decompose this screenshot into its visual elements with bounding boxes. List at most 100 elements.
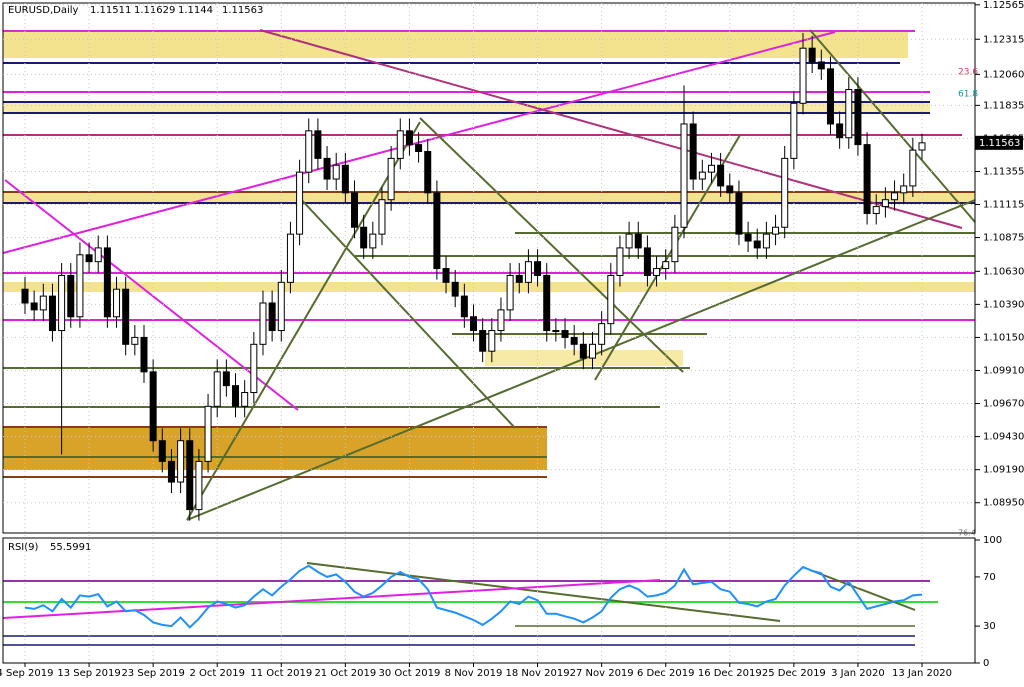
- x-tick-label: 2 Oct 2019: [189, 668, 244, 679]
- candle-body: [826, 68, 834, 125]
- candle-body: [634, 233, 642, 249]
- candle-body: [625, 233, 633, 249]
- candle-body: [744, 233, 752, 242]
- symbol: EURUSD,Daily: [8, 5, 79, 16]
- candle-body: [579, 343, 587, 359]
- candle-body: [588, 343, 596, 359]
- candle-body: [167, 460, 175, 483]
- rsi-value: 55.5991: [50, 542, 91, 553]
- candle-body: [726, 185, 734, 194]
- candle-body: [506, 274, 514, 311]
- candle-body: [470, 316, 477, 332]
- candle-body: [122, 288, 130, 345]
- y-tick-label: 1.09430: [983, 432, 1024, 443]
- y-tick-label: 1.10150: [983, 332, 1024, 343]
- rsi-frame: [2, 537, 976, 664]
- candle-body: [48, 295, 56, 332]
- candle-body: [891, 192, 899, 201]
- x-tick-label: 8 Nov 2019: [445, 668, 503, 679]
- candle-body: [213, 371, 221, 407]
- y-tick-label: 1.12060: [983, 69, 1024, 80]
- y-tick-label: 1.09670: [983, 399, 1024, 410]
- price-box: [975, 135, 1023, 150]
- candle-body: [21, 288, 29, 304]
- candle-body: [332, 164, 340, 180]
- candle-body: [415, 144, 423, 152]
- candle-body: [396, 130, 404, 159]
- x-tick-label: 3 Jan 2020: [831, 668, 885, 679]
- candle-body: [323, 157, 331, 180]
- x-tick-label: 23 Sep 2019: [121, 668, 184, 679]
- open: 1.11511: [90, 5, 131, 16]
- candle-body: [662, 261, 670, 270]
- x-tick-label: 21 Oct 2019: [314, 668, 376, 679]
- candle-body: [543, 274, 551, 332]
- candle-body: [67, 274, 75, 318]
- price-label: 1.11563: [979, 138, 1020, 149]
- candle-body: [909, 149, 917, 187]
- candle-body: [653, 268, 661, 276]
- y-tick-label: 30: [983, 621, 996, 632]
- candle-body: [762, 233, 770, 249]
- candle-body: [698, 171, 706, 180]
- x-tick-label: 18 Nov 2019: [506, 668, 570, 679]
- candle-body: [845, 89, 853, 139]
- x-tick-label: 4 Sep 2019: [0, 668, 54, 679]
- y-tick-label: 1.08950: [983, 498, 1024, 509]
- candle-body: [351, 192, 359, 228]
- fib-label: 23.6: [958, 68, 978, 78]
- candle-body: [405, 130, 413, 146]
- candle-body: [39, 295, 47, 311]
- candle-body: [177, 440, 185, 483]
- x-tick-label: 6 Dec 2019: [637, 668, 695, 679]
- candle-body: [186, 440, 194, 511]
- candle-body: [790, 102, 798, 159]
- rsi-title: RSI(9): [8, 542, 39, 553]
- candle-body: [140, 336, 148, 373]
- low: 1.1144: [178, 5, 213, 16]
- candle-body: [149, 371, 157, 442]
- candle-body: [616, 247, 624, 276]
- x-tick-label: 13 Jan 2020: [892, 668, 952, 679]
- candle-body: [30, 302, 38, 311]
- candle-body: [195, 460, 203, 511]
- drawn-objects: [2, 29, 976, 646]
- candle-body: [58, 274, 66, 332]
- candle-body: [781, 157, 789, 228]
- candle-body: [451, 281, 459, 297]
- candle-body: [76, 254, 84, 318]
- fib-label: 76.4: [958, 529, 976, 538]
- y-tick-label: 100: [983, 535, 1002, 546]
- candle-body: [305, 130, 313, 173]
- candle-body: [241, 392, 249, 407]
- candle-body: [799, 47, 807, 104]
- y-tick-label: 0: [983, 658, 989, 669]
- candle-body: [131, 336, 139, 345]
- candle-body: [671, 226, 679, 263]
- y-tick-label: 1.11115: [983, 200, 1024, 211]
- candle-body: [598, 323, 606, 345]
- candle-body: [378, 199, 386, 235]
- y-tick-label: 1.10390: [983, 299, 1024, 310]
- candle-body: [497, 309, 505, 332]
- candle-body: [277, 281, 285, 332]
- candle-body: [85, 254, 93, 263]
- x-tick-label: 30 Oct 2019: [379, 668, 441, 679]
- candle-body: [442, 268, 450, 283]
- candle-body: [433, 192, 441, 270]
- candle-body: [524, 261, 532, 283]
- candle-body: [863, 144, 871, 214]
- candle-body: [424, 150, 432, 194]
- candle-body: [387, 157, 395, 201]
- x-tick-label: 16 Dec 2019: [698, 668, 762, 679]
- y-tick-label: 1.12315: [983, 34, 1024, 45]
- candle-body: [680, 123, 688, 228]
- candle-body: [296, 171, 304, 235]
- y-tick-label: 1.10875: [983, 233, 1024, 244]
- y-tick-label: 1.10630: [983, 266, 1024, 277]
- candle-body: [643, 247, 651, 276]
- candle-body: [607, 274, 615, 325]
- candle-body: [570, 336, 578, 345]
- candle-body: [94, 247, 102, 263]
